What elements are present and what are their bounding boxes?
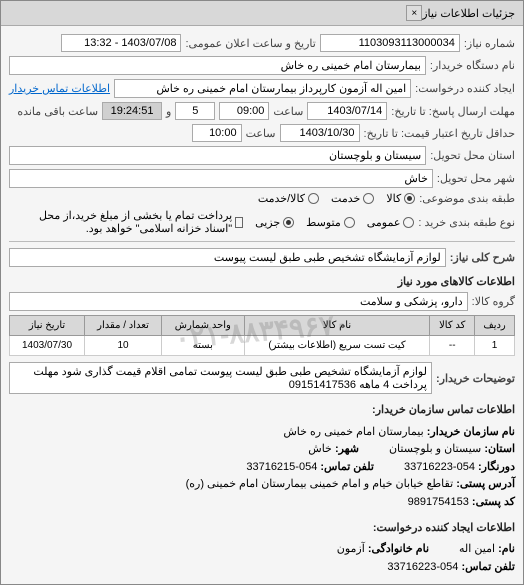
goods-table: ردیف کد کالا نام کالا واحد شمارش تعداد /… <box>9 315 515 356</box>
need-desc-label: شرح کلی نیاز: <box>450 251 515 264</box>
fax-value: 054-33716215 <box>246 461 317 473</box>
th-code: کد کالا <box>430 316 475 336</box>
org-label: نام سازمان خریدار: <box>427 426 515 438</box>
purchase-label-medium: متوسط <box>306 216 341 229</box>
province-label: استان: <box>484 443 515 455</box>
postal-label: کد پستی: <box>472 496 515 508</box>
table-row: 1 -- کیت تست سریع (اطلاعات بیشتر) بسته 1… <box>10 336 515 356</box>
treasury-checkbox[interactable] <box>235 217 243 228</box>
delivery-province-field: سیستان و بلوچستان <box>9 146 426 165</box>
budget-label-both: کالا/خدمت <box>258 192 305 205</box>
time-label-2: ساعت <box>246 127 276 140</box>
buyer-notes-label: توضیحات خریدار: <box>436 372 515 385</box>
td-unit: بسته <box>162 336 245 356</box>
window-title: جزئیات اطلاعات نیاز <box>422 7 515 20</box>
close-icon[interactable]: × <box>406 5 422 21</box>
titlebar: جزئیات اطلاعات نیاز × <box>1 1 523 26</box>
table-header-row: ردیف کد کالا نام کالا واحد شمارش تعداد /… <box>10 316 515 336</box>
response-deadline-date: 1403/07/14 <box>307 102 387 120</box>
purchase-radio-partial[interactable] <box>283 217 294 228</box>
address-label: آدرس پستی: <box>456 478 515 490</box>
purchase-type-group: عمومی متوسط جزیی پرداخت تمام یا بخشی از … <box>9 209 414 235</box>
td-qty: 10 <box>85 336 162 356</box>
request-creator-label: ایجاد کننده درخواست: <box>415 82 515 95</box>
th-unit: واحد شمارش <box>162 316 245 336</box>
purchase-label-general: عمومی <box>367 216 401 229</box>
response-deadline-time: 09:00 <box>219 102 269 120</box>
need-desc-field: لوازم آزمایشگاه تشخیص طبی طبق لیست پیوست <box>9 248 446 267</box>
family-label: نام خانوادگی: <box>368 543 429 555</box>
validity-time: 10:00 <box>192 124 242 142</box>
city-value: خاش <box>308 443 332 455</box>
validity-date: 1403/10/30 <box>280 124 360 142</box>
purchase-radio-general[interactable] <box>403 217 414 228</box>
th-date: تاریخ نیاز <box>10 316 85 336</box>
buyer-device-label: نام دستگاه خریدار: <box>430 59 515 72</box>
delivery-city-label: شهر محل تحویل: <box>437 172 515 185</box>
treasury-note: پرداخت تمام یا بخشی از مبلغ خرید،از محل … <box>9 209 232 235</box>
goods-section-title: اطلاعات کالاهای مورد نیاز <box>9 275 515 288</box>
budget-category-group: کالا خدمت کالا/خدمت <box>258 192 415 205</box>
details-window: جزئیات اطلاعات نیاز × شماره نیاز: 110309… <box>0 0 524 585</box>
budget-label-goods: کالا <box>386 192 401 205</box>
remaining-label: ساعت باقی مانده <box>17 105 98 118</box>
need-number-field: 1103093113000034 <box>320 34 460 52</box>
td-date: 1403/07/30 <box>10 336 85 356</box>
goods-group-field: دارو، پزشکی و سلامت <box>9 292 468 311</box>
buyer-notes-field: لوازم آزمایشگاه تشخیص طبی طبق لیست پیوست… <box>9 362 432 394</box>
phone-label: دورنگار: <box>478 461 515 473</box>
th-row: ردیف <box>475 316 515 336</box>
contact-phone-value: 054-33716223 <box>387 561 458 573</box>
validity-label: حداقل تاریخ اعتبار قیمت: تا تاریخ: <box>364 127 515 140</box>
delivery-province-label: استان محل تحویل: <box>430 149 515 162</box>
td-code: -- <box>430 336 475 356</box>
city-label: شهر: <box>335 443 359 455</box>
phone-value: 054-33716223 <box>404 461 475 473</box>
buyer-device-field: بیمارستان امام خمینی ره خاش <box>9 56 426 75</box>
delivery-city-field: خاش <box>9 169 433 188</box>
td-row: 1 <box>475 336 515 356</box>
budget-radio-goods[interactable] <box>404 193 415 204</box>
budget-radio-both[interactable] <box>308 193 319 204</box>
divider-1 <box>9 241 515 242</box>
contact-phone-label: تلفن تماس: <box>461 561 515 573</box>
remaining-time: 19:24:51 <box>102 102 162 120</box>
purchase-radio-medium[interactable] <box>344 217 355 228</box>
fax-label: تلفن تماس: <box>320 461 374 473</box>
creator-section-title: اطلاعات ایجاد کننده درخواست: <box>9 520 515 538</box>
time-label-1: ساعت <box>273 105 303 118</box>
th-qty: تعداد / مقدار <box>85 316 162 336</box>
remaining-days: 5 <box>175 102 215 120</box>
province-value: سیستان و بلوچستان <box>389 443 481 455</box>
contact-section-title: اطلاعات تماس سازمان خریدار: <box>9 402 515 420</box>
budget-label-service: خدمت <box>331 192 360 205</box>
announce-datetime-field: 1403/07/08 - 13:32 <box>61 34 181 52</box>
purchase-type-label: نوع طبقه بندی خرید : <box>418 216 515 229</box>
address-value: تقاطع خیابان خیام و امام خمینی بیمارستان… <box>186 478 454 490</box>
name-label: نام: <box>498 543 515 555</box>
family-value: آزمون <box>337 543 365 555</box>
postal-value: 9891754153 <box>408 496 469 508</box>
purchase-label-partial: جزیی <box>255 216 280 229</box>
td-name: کیت تست سریع (اطلاعات بیشتر) <box>244 336 430 356</box>
contact-info-block: ۰۲۱-۸۸۳۴۹۶۷۰ اطلاعات تماس سازمان خریدار:… <box>9 402 515 576</box>
org-value: بیمارستان امام خمینی ره خاش <box>283 426 423 438</box>
need-number-label: شماره نیاز: <box>464 37 515 50</box>
announce-datetime-label: تاریخ و ساعت اعلان عمومی: <box>185 37 315 50</box>
and-label: و <box>166 105 171 118</box>
name-value: امین اله <box>459 543 495 555</box>
buyer-contact-link[interactable]: اطلاعات تماس خریدار <box>9 82 110 95</box>
response-deadline-label: مهلت ارسال پاسخ: تا تاریخ: <box>391 105 515 118</box>
budget-category-label: طبقه بندی موضوعی: <box>419 192 515 205</box>
goods-group-label: گروه کالا: <box>472 295 515 308</box>
request-creator-field: امین اله آزمون کارپرداز بیمارستان امام خ… <box>114 79 411 98</box>
th-name: نام کالا <box>244 316 430 336</box>
budget-radio-service[interactable] <box>363 193 374 204</box>
